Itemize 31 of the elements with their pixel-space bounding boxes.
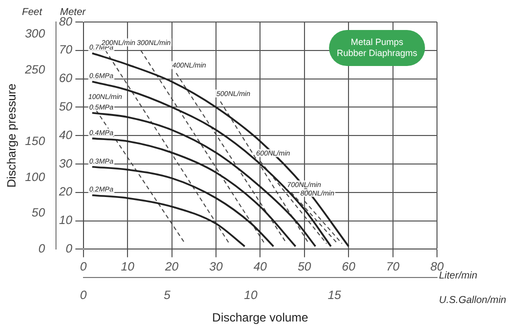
- text: Feet: [22, 6, 44, 18]
- x2-tick-label: 5: [164, 288, 171, 302]
- x-tick-label: 40: [254, 260, 268, 274]
- y-tick-label: 10: [59, 213, 73, 228]
- y2-tick-label: 50: [32, 206, 46, 220]
- y2-tick-label: 0: [38, 242, 46, 256]
- y-tick-label: 50: [59, 100, 73, 114]
- text: U.S.Gallon/min: [439, 294, 507, 306]
- y-tick-label: 60: [59, 71, 73, 86]
- x-tick-label: 30: [209, 260, 223, 274]
- y2-tick-label: 300: [24, 26, 46, 41]
- y-tick-label: 40: [59, 128, 73, 142]
- x-axis-title: Discharge volume: [212, 310, 309, 324]
- annotation: Metal Pumps Rubber Diaphragms: [336, 36, 418, 58]
- x-tick-label: 60: [342, 260, 356, 274]
- x-tick-label: 50: [298, 260, 312, 274]
- x2-tick-label: 0: [80, 288, 88, 302]
- y-tick-label: 30: [59, 156, 73, 170]
- x-tick-label: 0: [80, 260, 88, 274]
- y2-tick-label: 100: [24, 170, 46, 184]
- y-tick-label: 70: [59, 42, 73, 57]
- x-tick-label: 20: [164, 260, 179, 274]
- y2-tick-label: 250: [24, 62, 46, 76]
- x-tick-label: 70: [386, 260, 400, 274]
- y2-axis-title: Discharge pressure: [4, 83, 18, 188]
- x-tick-label: 10: [120, 260, 135, 274]
- y2-tick-label: 150: [24, 134, 46, 148]
- y-tick-label: 20: [58, 184, 73, 199]
- x2-tick-label: 15: [328, 288, 342, 302]
- y-tick-label: 0: [66, 242, 73, 256]
- x2-tick-label: 10: [244, 288, 258, 302]
